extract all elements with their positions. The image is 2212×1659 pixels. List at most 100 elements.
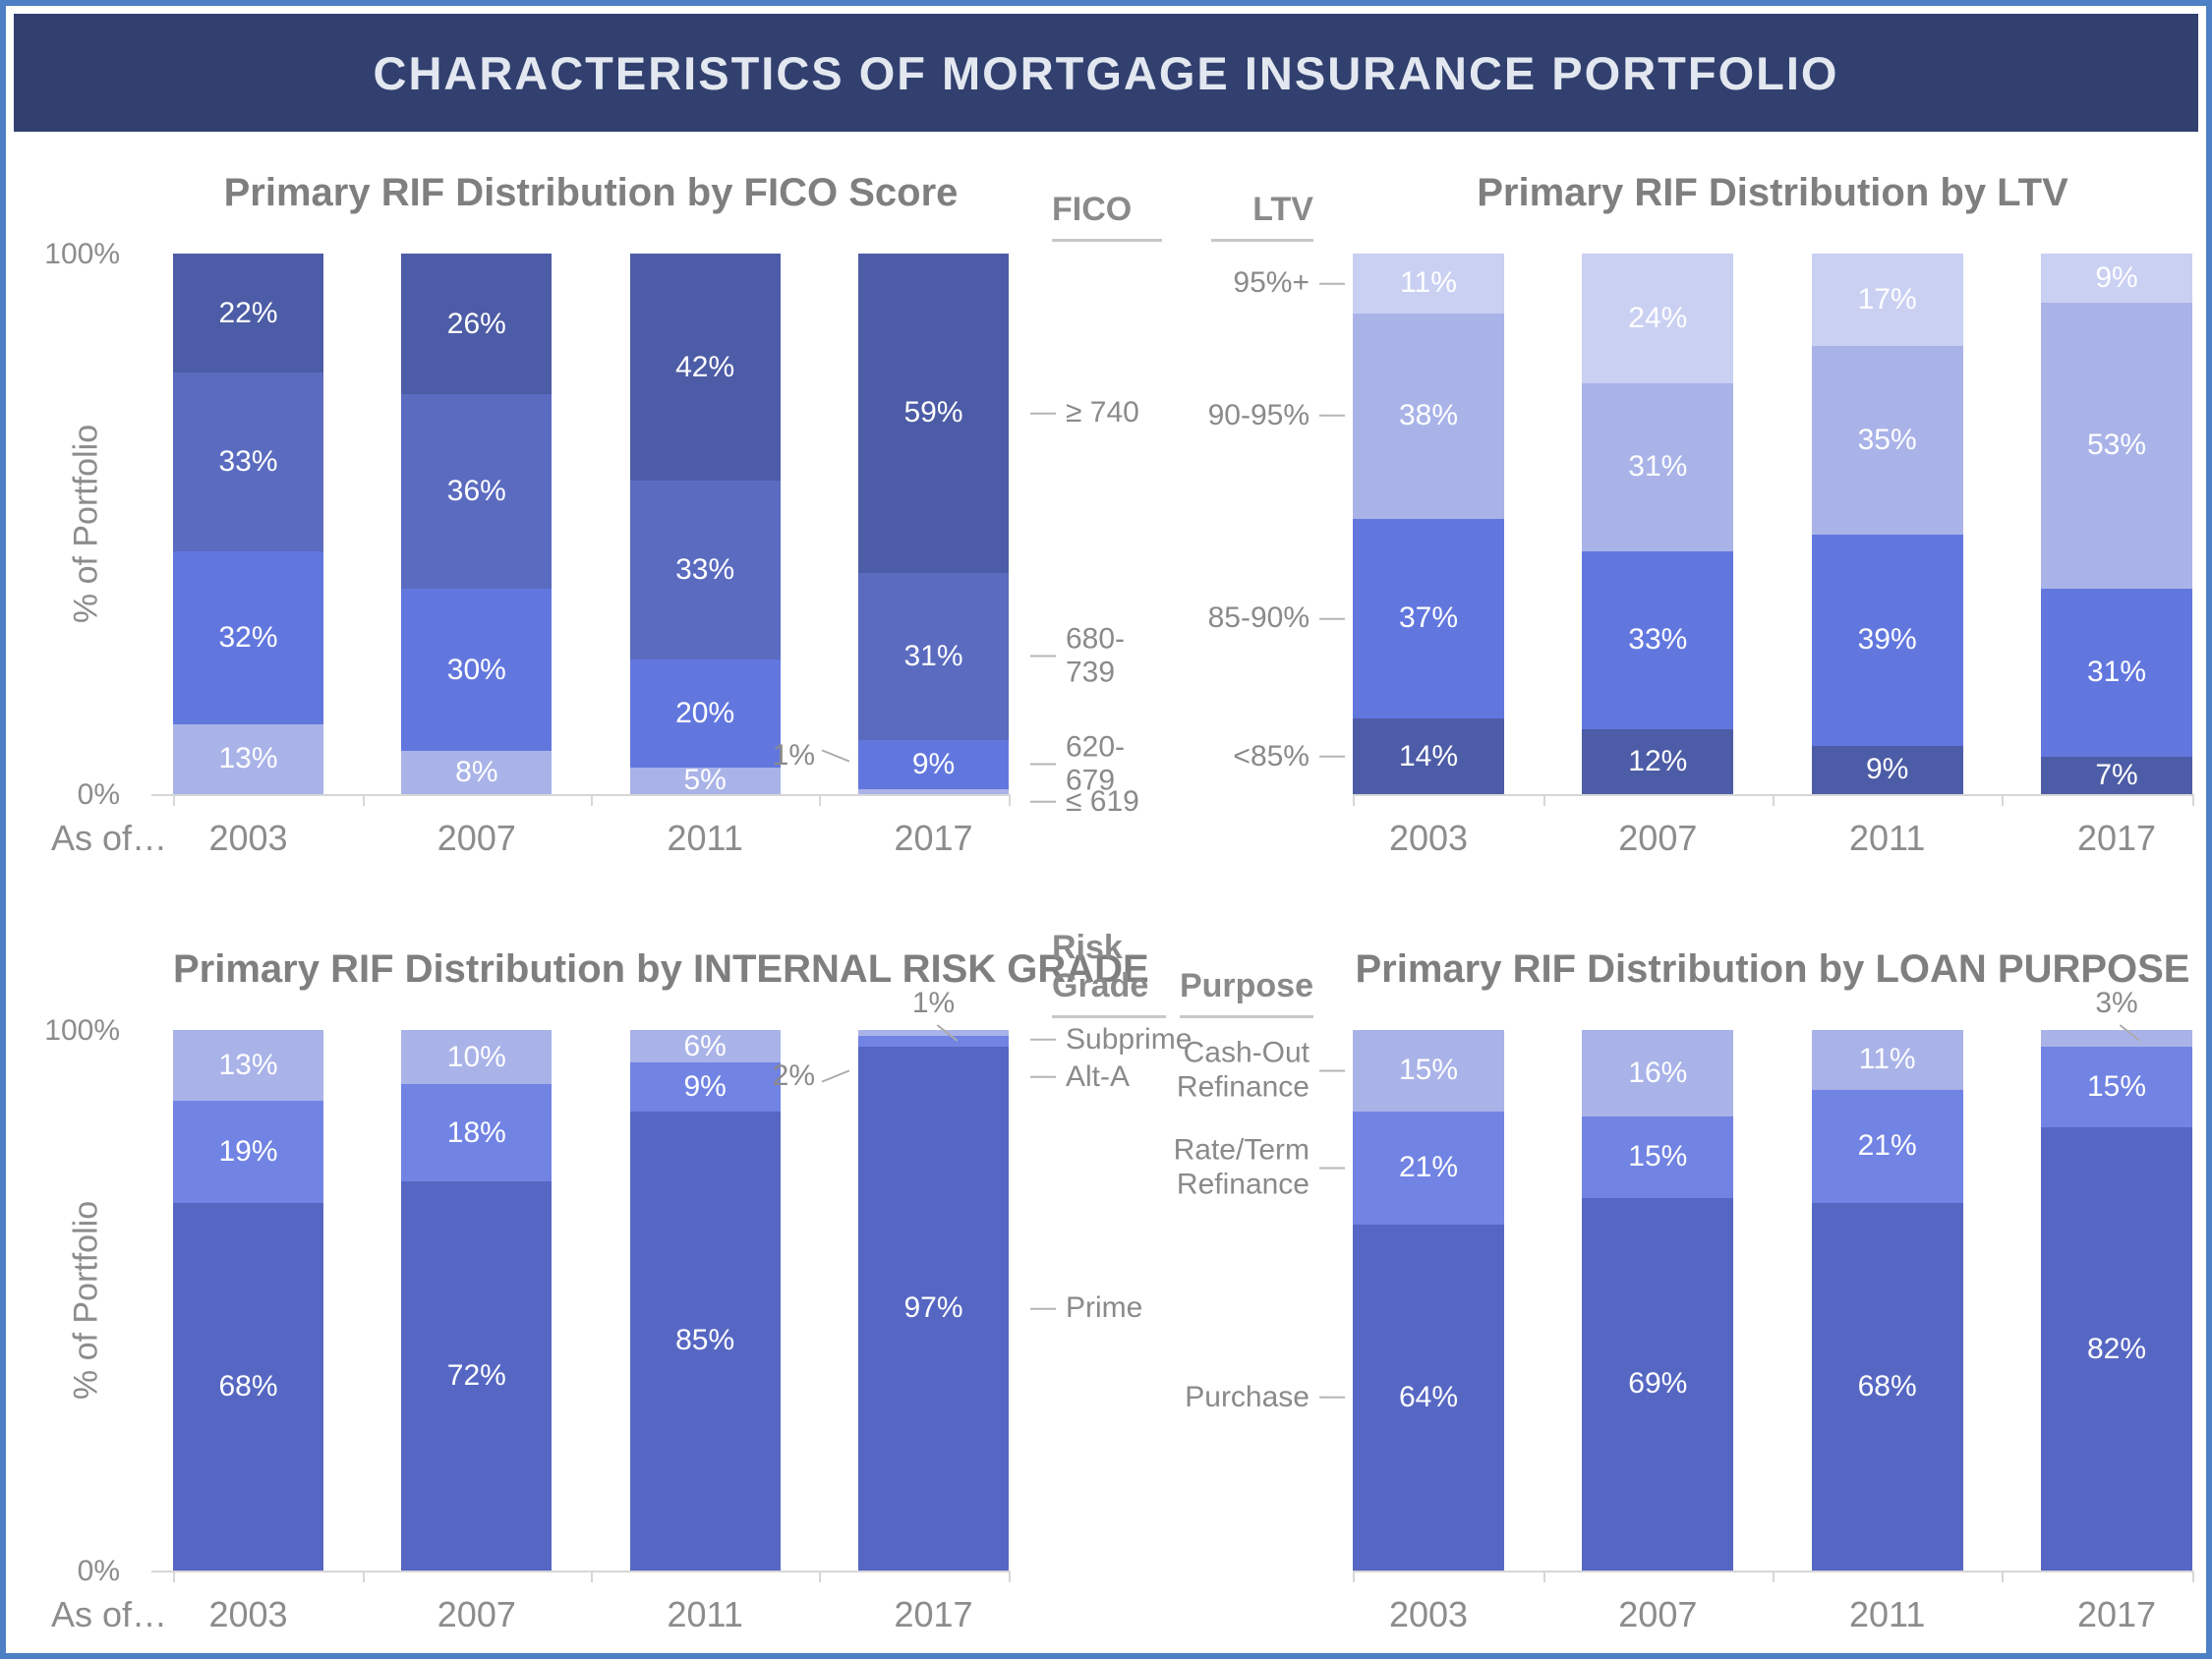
legend-label: Purchase	[1185, 1380, 1310, 1413]
segment-680-739-2017: 31%	[858, 572, 1009, 740]
bar-2007: 12% 33% 31% 24%	[1582, 254, 1734, 794]
x-label-2007: 2007	[1618, 818, 1698, 858]
legend-tick-line	[1319, 755, 1345, 758]
segment-85-90-2003: 37%	[1353, 518, 1504, 718]
bar-2007: 8% 30% 36% 26%	[401, 254, 553, 794]
axis-tick	[819, 794, 822, 806]
chart-risk-grade: Primary RIF Distribution by INTERNAL RIS…	[35, 918, 1192, 1653]
x-axis-line	[151, 1571, 1009, 1573]
segment-90-95-2003: 38%	[1353, 313, 1504, 519]
segment-value: 9%	[911, 747, 956, 780]
segment-cash-out-refinance-2011: 11%	[1811, 1030, 1963, 1090]
axis-tick	[2192, 1571, 2194, 1582]
legend-item-prime: Prime	[1030, 1291, 1142, 1326]
annotation-value: 2%	[772, 1059, 815, 1092]
segment-value: 24%	[1628, 302, 1688, 334]
axis-tick	[591, 1571, 593, 1582]
annotation-alt-a-2017: 2%	[773, 1059, 850, 1093]
segment-value: 5%	[683, 764, 727, 797]
axis-tick	[362, 1571, 365, 1582]
segment-90-95-2017: 53%	[2041, 302, 2192, 589]
segment-purchase-2007: 69%	[1582, 1197, 1734, 1571]
segment-value: 68%	[1857, 1370, 1917, 1402]
segment-value: 6%	[683, 1029, 727, 1062]
segment-value: 82%	[2086, 1332, 2147, 1365]
annotation-value: 1%	[772, 739, 815, 772]
axis-tick	[1543, 1571, 1545, 1582]
axis-tick	[1543, 794, 1545, 806]
segment-rate-term-refinance-2011: 21%	[1811, 1089, 1963, 1203]
segment-95-2017: 9%	[2041, 254, 2192, 303]
y-tick-100: 100%	[44, 238, 120, 270]
segment-cash-out-refinance-2017	[2041, 1030, 2192, 1047]
segment-95-2007: 24%	[1582, 254, 1734, 383]
segment-620-679-2017: 9%	[858, 740, 1009, 789]
annotation-leader-line	[821, 1069, 850, 1083]
bar-2003: 68% 19% 13%	[173, 1030, 323, 1571]
legend-item-90-95: 90-95%	[1208, 399, 1345, 433]
segment-value: 21%	[1857, 1129, 1917, 1163]
segment-value: 33%	[675, 552, 735, 586]
segment-rate-term-refinance-2003: 21%	[1353, 1111, 1504, 1225]
segment-value: 53%	[2086, 429, 2147, 462]
legend-label: Subprime	[1066, 1022, 1193, 1056]
segment-85-90-2011: 39%	[1811, 535, 1963, 746]
segment-value: 8%	[455, 756, 498, 788]
axis-tick	[1009, 794, 1011, 806]
bar-2003: 14% 37% 38% 11%	[1353, 254, 1504, 794]
segment-subprime-2003: 13%	[173, 1030, 323, 1101]
segment-740-2007: 26%	[401, 254, 553, 394]
plot-area-ltv: 14% 37% 38% 11% 12% 33% 31% 24% 9% 39% 35% 17% 7% 31%…	[1353, 254, 2194, 806]
legend-purpose: Purpose Cash-Out Refinance Rate/Term Refi…	[1166, 967, 1345, 1571]
axis-tick	[2192, 794, 2194, 806]
chart-title-risk: Primary RIF Distribution by INTERNAL RIS…	[173, 947, 1149, 991]
x-axis-prefix: As of…	[51, 818, 168, 858]
annotation-leader-line	[821, 749, 850, 763]
legend-item-subprime: Subprime	[1030, 1023, 1192, 1058]
legend-tick-line	[1319, 1069, 1345, 1072]
legend-item-cash-out-refinance: Cash-Out Refinance	[1166, 1037, 1345, 1105]
legend-label: 95%+	[1233, 266, 1310, 299]
segment-value: 42%	[675, 350, 735, 383]
legend-tick-line	[1030, 655, 1056, 658]
legend-item-740: ≥ 740	[1030, 396, 1139, 430]
segment-value: 21%	[1398, 1151, 1459, 1184]
segment-value: 32%	[218, 620, 278, 654]
segment-prime-2003: 68%	[173, 1203, 323, 1571]
segment-85-2011: 9%	[1811, 745, 1963, 794]
y-tick-0: 0%	[77, 778, 120, 811]
legend-label: ≥ 740	[1066, 396, 1139, 429]
x-axis-labels-fico: 2003 2007 2011 2017	[173, 818, 1009, 861]
segment-value: 13%	[218, 1048, 278, 1081]
segment-95-2003: 11%	[1353, 254, 1504, 314]
axis-tick	[1353, 1571, 1355, 1582]
x-label-2003: 2003	[208, 818, 288, 858]
segment-85-2003: 14%	[1353, 718, 1504, 794]
legend-title-ltv: LTV	[1211, 191, 1313, 242]
segment-subprime-2007: 10%	[401, 1030, 553, 1084]
legend-label: 620-679	[1066, 730, 1126, 797]
y-axis-title: % of Portfolio	[67, 1200, 105, 1401]
chart-title-fico: Primary RIF Distribution by FICO Score	[223, 171, 959, 214]
legend-label: 680-739	[1066, 622, 1126, 689]
axis-tick	[2002, 794, 2005, 806]
legend-tick-line	[1030, 1307, 1056, 1310]
x-label-2003: 2003	[208, 1594, 288, 1634]
segment-value: 20%	[675, 696, 735, 729]
legend-label: 85-90%	[1207, 601, 1310, 634]
axis-tick	[1009, 1571, 1011, 1582]
segment-680-739-2011: 33%	[629, 481, 781, 659]
legend-title-risk: Risk Grade	[1052, 929, 1166, 1018]
chart-ltv: Primary RIF Distribution by LTV 14% 37% 38…	[1166, 153, 2194, 915]
segment-value: 85%	[675, 1324, 735, 1357]
bar-2003: 13% 32% 33% 22%	[173, 254, 323, 794]
segment-value: 9%	[2095, 260, 2138, 294]
segment-value: 37%	[1398, 601, 1459, 635]
bar-2003: 64% 21% 15%	[1353, 1030, 1504, 1571]
axis-tick	[1353, 794, 1355, 806]
segment-value: 72%	[446, 1359, 506, 1392]
segment-alt-a-2011: 9%	[629, 1062, 781, 1112]
segment-value: 31%	[903, 639, 963, 672]
x-label-2007: 2007	[437, 818, 516, 858]
legend-tick-line	[1030, 1039, 1056, 1041]
